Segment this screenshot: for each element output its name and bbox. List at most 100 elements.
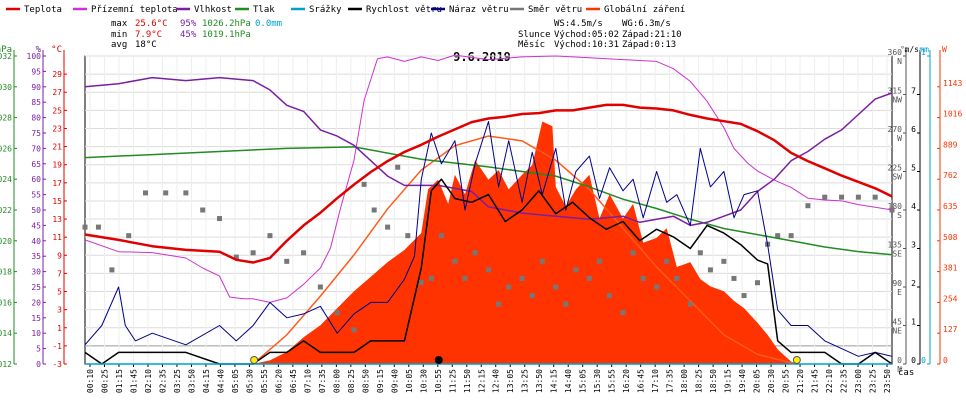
dir-tick-label: 135: [888, 241, 903, 250]
legend-label: Směr větru: [528, 5, 582, 15]
hum-tick-label: 10: [31, 329, 41, 338]
humidity-line: [84, 76, 893, 227]
temp-tick-label: 17: [52, 179, 62, 188]
x-tick-label: 20:05: [753, 369, 762, 393]
x-tick-label: 10:55: [434, 369, 443, 393]
legend-label: Rychlost větru: [366, 5, 442, 15]
hum-tick-label: 5: [36, 345, 41, 354]
x-tick-label: 08:00: [332, 369, 341, 393]
temp-tick-label: 25: [52, 106, 62, 115]
wind-direction-point: [775, 233, 781, 239]
wind-direction-point: [109, 267, 115, 273]
wind-direction-point: [855, 194, 861, 200]
dir-tick-name: E: [897, 288, 902, 297]
sunset-time: Západ:21:10: [622, 30, 682, 40]
x-tick-label: 18:00: [680, 369, 689, 393]
wind-direction-point: [361, 181, 367, 187]
wind-speed-avg: WS:4.5m/s: [554, 19, 603, 29]
wind-speed-line: [84, 178, 893, 365]
wind-direction-point: [563, 301, 569, 307]
stats-max-humidity: 95%: [180, 19, 197, 29]
stats-min-pressure: 1019.1hPa: [202, 30, 251, 40]
hum-tick-label: 50: [31, 206, 41, 215]
chart-title: 9.6.2019: [453, 50, 511, 64]
legend-label: Náraz větru: [449, 5, 509, 15]
stats-min-humidity: 45%: [180, 30, 197, 40]
temp-tick-label: 13: [52, 215, 62, 224]
hum-tick-label: 25: [31, 283, 41, 292]
hum-tick-label: 65: [31, 160, 41, 169]
wind-direction-point: [82, 224, 88, 230]
moonrise-time: Východ:10:31: [554, 40, 619, 50]
temp-tick-label: 1: [57, 324, 62, 333]
stats-max-rain: 0.0mm: [255, 19, 282, 29]
x-tick-label: 22:10: [825, 369, 834, 393]
hum-tick-label: 70: [31, 144, 41, 153]
legend-label: Teplota: [24, 5, 62, 15]
dir-tick-name: W: [897, 134, 902, 143]
x-tick-label: 08:50: [361, 369, 370, 393]
legend-label: Vlhkost: [194, 5, 232, 15]
wind-direction-point: [126, 233, 132, 239]
stats-min-label: min: [111, 30, 127, 40]
hum-tick-label: 0: [36, 360, 41, 369]
rad-tick-label: 127: [943, 325, 958, 334]
wind-direction-point: [462, 275, 468, 281]
hum-tick-label: 100: [27, 52, 42, 61]
x-tick-label: 20:55: [782, 369, 791, 393]
wind-direction-point: [351, 327, 357, 333]
press-tick-label: 1024: [0, 175, 12, 184]
dir-tick-name: NE: [892, 327, 902, 336]
hum-tick-label: 80: [31, 114, 41, 123]
wind-direction-point: [233, 254, 239, 260]
wind-direction-point: [539, 258, 545, 264]
wind-direction-point: [721, 258, 727, 264]
rad-tick-label: 889: [943, 140, 958, 149]
wind-direction-point: [640, 275, 646, 281]
dir-axis-title: °: [900, 45, 905, 54]
wind-direction-point: [872, 194, 878, 200]
stats-min-temp: 7.9°C: [135, 30, 162, 40]
dir-tick-label: 360: [888, 48, 903, 57]
wind-direction-point: [573, 267, 579, 273]
press-tick-label: 1032: [0, 52, 12, 61]
x-tick-label: 03:25: [173, 369, 182, 393]
wind-direction-point: [217, 216, 222, 222]
temp-tick-label: 19: [52, 161, 62, 170]
wind-tick-label: 0: [911, 356, 916, 365]
rad-tick-label: 1143: [943, 79, 962, 88]
hum-tick-label: 30: [31, 268, 41, 277]
wind-direction-point: [607, 293, 613, 299]
wind-direction-point: [674, 275, 680, 281]
x-tick-label: 05:05: [231, 369, 240, 393]
wind-tick-label: 4: [911, 202, 916, 211]
sunrise-marker: [250, 356, 259, 364]
wind-direction-point: [385, 224, 391, 230]
wind-direction-point: [371, 207, 377, 213]
wind-direction-point: [839, 194, 845, 200]
sunset-marker: [792, 356, 801, 364]
wind-direction-point: [586, 275, 592, 281]
dir-tick-label: 0: [897, 356, 902, 365]
wind-tick-label: 6: [911, 125, 916, 134]
x-tick-label: 21:20: [796, 369, 805, 393]
wind-direction-point: [395, 164, 401, 170]
wind-tick-label: 3: [911, 241, 916, 250]
temp-tick-label: -3: [52, 360, 62, 369]
dir-tick-label: 45: [892, 318, 902, 327]
legend-label: Tlak: [253, 5, 275, 15]
dir-tick-label: 315: [888, 87, 903, 96]
temp-tick-label: 3: [57, 306, 62, 315]
x-tick-label: 19:15: [724, 369, 733, 393]
press-axis-title: hPa: [0, 45, 12, 55]
press-tick-label: 1012: [0, 360, 12, 369]
x-tick-label: 08:25: [347, 369, 356, 393]
legend: Teplota Přízemní teplota Vlhkost Tlak Srážky…: [6, 5, 685, 15]
x-tick-label: 03:50: [187, 369, 196, 393]
wind-axis-title: m/s: [905, 45, 920, 54]
x-tick-label: 10:05: [405, 369, 414, 393]
rad-tick-label: 762: [943, 171, 958, 180]
temp-tick-label: 15: [52, 197, 62, 206]
legend-label: Srážky: [309, 5, 342, 15]
